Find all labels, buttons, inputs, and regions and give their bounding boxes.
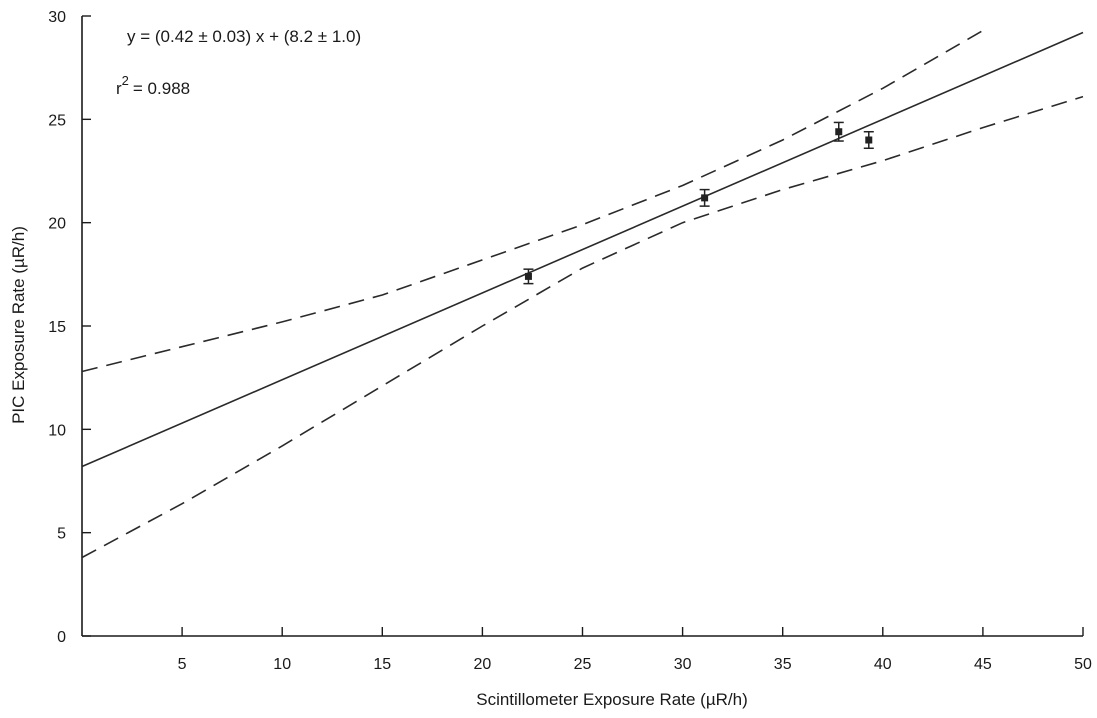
fit-equation: y = (0.42 ± 0.03) x + (8.2 ± 1.0) xyxy=(127,27,361,46)
data-point xyxy=(524,272,532,280)
data-points xyxy=(523,121,874,285)
y-tick-label: 5 xyxy=(57,526,66,543)
upper-confidence-line xyxy=(81,29,984,373)
y-tick-label: 20 xyxy=(48,216,66,233)
r-squared-annotation: r2 = 0.988 xyxy=(116,73,190,98)
y-ticks: 0 5 10 15 20 25 30 xyxy=(48,9,91,646)
x-tick-label: 25 xyxy=(574,656,592,673)
data-point xyxy=(835,128,843,136)
x-tick-label: 20 xyxy=(474,656,492,673)
x-tick-label: 35 xyxy=(774,656,792,673)
data-point xyxy=(701,194,709,202)
x-tick-label: 10 xyxy=(273,656,291,673)
y-tick-label: 10 xyxy=(48,422,66,439)
x-tick-label: 15 xyxy=(373,656,391,673)
y-axis: 0 5 10 15 20 25 30 xyxy=(48,9,91,646)
y-tick-label: 25 xyxy=(48,112,66,129)
lower-confidence-line xyxy=(81,95,1084,559)
y-tick-label: 30 xyxy=(48,9,66,26)
y-tick-label: 0 xyxy=(57,629,66,646)
fit-line xyxy=(81,31,1084,468)
x-ticks: 5 10 15 20 25 30 35 40 45 50 xyxy=(178,627,1092,673)
fit-line-group xyxy=(81,31,1084,468)
x-tick-label: 30 xyxy=(674,656,692,673)
x-tick-label: 40 xyxy=(874,656,892,673)
data-point xyxy=(865,136,873,144)
y-tick-label: 15 xyxy=(48,319,66,336)
confidence-band xyxy=(81,29,1084,559)
x-axis-title: Scintillometer Exposure Rate (µR/h) xyxy=(476,690,748,709)
x-tick-label: 45 xyxy=(974,656,992,673)
x-tick-label: 50 xyxy=(1074,656,1092,673)
y-axis-title: PIC Exposure Rate (µR/h) xyxy=(9,226,28,424)
x-axis: 5 10 15 20 25 30 35 40 45 50 xyxy=(82,627,1092,673)
x-tick-label: 5 xyxy=(178,656,187,673)
